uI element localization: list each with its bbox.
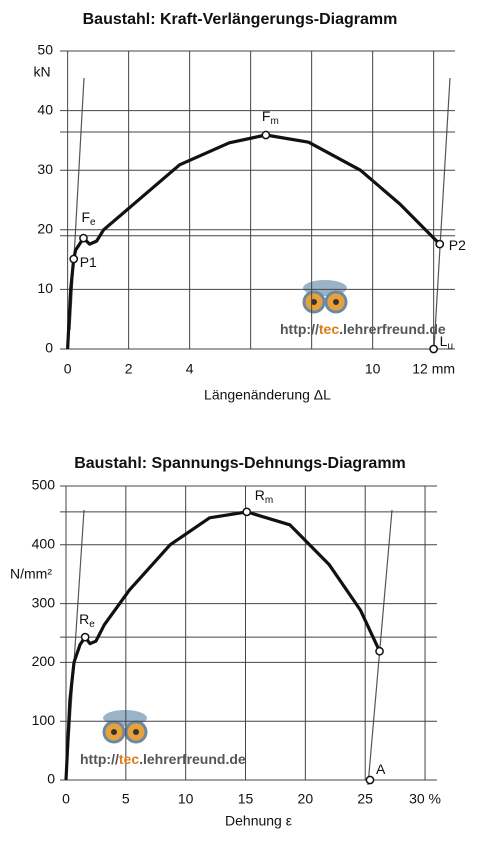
point-label-main: F: [81, 209, 90, 225]
y-tick-label: 10: [37, 280, 53, 296]
x-axis-label: Dehnung ε: [225, 813, 292, 829]
x-tick-label: 2: [125, 361, 133, 377]
point-label: Re: [79, 611, 95, 630]
point-marker: [365, 775, 375, 785]
watermark-part: http://: [280, 321, 319, 337]
point-label: P2: [449, 237, 466, 253]
watermark-part: tec: [319, 321, 339, 337]
point-marker: [375, 646, 384, 656]
x-axis-label: Längenänderung ΔL: [204, 387, 331, 403]
point-marker: [242, 507, 252, 517]
chart-title: Baustahl: Spannungs-Dehnungs-Diagramm: [74, 455, 406, 472]
point-label: Fe: [81, 209, 96, 228]
y-tick-label: 100: [32, 712, 56, 728]
watermark-part: tec: [119, 751, 139, 767]
y-tick-label: 0: [47, 771, 55, 787]
x-tick-label: 4: [186, 361, 194, 377]
point-label-main: P2: [449, 237, 466, 253]
point-marker: [429, 344, 438, 354]
curve: [64, 510, 382, 781]
x-tick-label: 12 mm: [412, 361, 455, 377]
point-marker: [79, 233, 88, 243]
construction-lines: [66, 77, 451, 786]
point-label-main: A: [376, 761, 386, 777]
y-tick-label: 400: [32, 536, 56, 552]
owl-logo: [302, 280, 348, 314]
y-tick-label: 300: [32, 594, 56, 610]
x-tick-label: 0: [62, 791, 70, 807]
watermark-part: http://: [80, 751, 119, 767]
point-marker: [261, 130, 271, 140]
watermark-part: .lehrerfreund.de: [339, 321, 446, 337]
x-tick-label: 20: [298, 791, 314, 807]
y-axis-label: N/mm²: [10, 566, 52, 582]
watermark: http://tec.lehrerfreund.de: [280, 321, 446, 337]
chart-title: Baustahl: Kraft-Verlängerungs-Diagramm: [83, 11, 398, 28]
x-tick-label: 10: [365, 361, 381, 377]
y-tick-label: 30: [37, 161, 53, 177]
x-tick-label: 5: [122, 791, 130, 807]
point-label-main: R: [255, 487, 265, 503]
point-label-sub: u: [447, 341, 453, 352]
point-label-main: F: [262, 108, 271, 124]
point-label-main: R: [79, 611, 89, 627]
point-marker: [80, 632, 90, 642]
owl-logo: [102, 710, 148, 744]
point-label-sub: e: [89, 619, 95, 630]
point-label: A: [376, 761, 386, 777]
y-tick-label: 200: [32, 653, 56, 669]
point-label: Fm: [262, 108, 279, 127]
elastic-return-line: [433, 77, 451, 350]
y-tick-label: 500: [32, 477, 56, 493]
watermark: http://tec.lehrerfreund.de: [80, 751, 246, 767]
y-tick-label: 50: [37, 42, 53, 58]
point-label: P1: [80, 254, 97, 270]
x-tick-label: 25: [357, 791, 373, 807]
curve: [66, 133, 441, 350]
point-label-sub: e: [90, 217, 96, 228]
x-tick-label: 0: [64, 361, 72, 377]
point-label-main: P1: [80, 254, 97, 270]
point-label-sub: m: [265, 495, 273, 506]
point-label-sub: m: [270, 116, 278, 127]
point-marker: [435, 239, 445, 249]
point-label: Lu: [440, 333, 453, 352]
y-tick-label: 40: [37, 101, 53, 117]
y-axis-label: kN: [33, 64, 50, 80]
x-tick-label: 15: [238, 791, 254, 807]
point-label-main: L: [440, 333, 448, 349]
watermark-part: .lehrerfreund.de: [139, 751, 246, 767]
x-tick-label: 30 %: [409, 791, 441, 807]
point-label: Rm: [255, 487, 273, 506]
x-tick-label: 10: [178, 791, 194, 807]
point-marker: [69, 254, 79, 264]
y-tick-label: 0: [45, 340, 53, 356]
y-tick-label: 20: [37, 221, 53, 237]
